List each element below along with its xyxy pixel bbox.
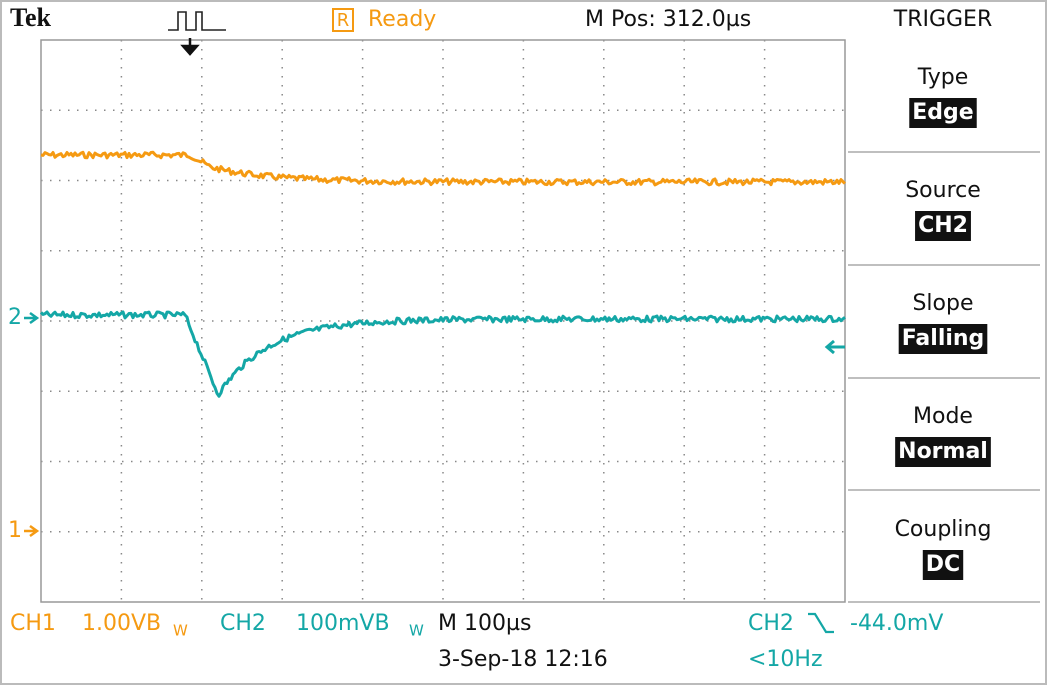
slope-symbol bbox=[808, 612, 834, 634]
menu-value-box bbox=[909, 98, 977, 128]
brand: Tek bbox=[10, 3, 51, 32]
menu-label: Mode bbox=[913, 404, 973, 429]
menu-label: Type bbox=[917, 65, 969, 90]
ch2-scale: 100mVB bbox=[296, 611, 390, 636]
status-icon: R bbox=[337, 10, 350, 31]
trigger-menu: Type Edge Source CH2 Slope Falling Mode Normal C… bbox=[895, 65, 992, 580]
frequency: <10Hz bbox=[748, 647, 823, 672]
ch1-trace bbox=[40, 150, 847, 187]
ch2-trace bbox=[39, 310, 846, 398]
ch1-marker-arrow bbox=[24, 524, 40, 538]
ch2-label: CH2 bbox=[220, 611, 266, 636]
graticule bbox=[41, 40, 845, 602]
menu-value[interactable]: Falling bbox=[902, 326, 985, 351]
trigger-level: -44.0mV bbox=[850, 611, 943, 636]
date: 3-Sep-18 12:16 bbox=[438, 647, 608, 672]
ch1-marker: 1 bbox=[8, 518, 22, 543]
ch2-bw: W bbox=[409, 622, 424, 640]
ch1-scale: 1.00VB bbox=[82, 611, 161, 636]
menu-value[interactable]: CH2 bbox=[918, 213, 968, 238]
menu-value[interactable]: Edge bbox=[912, 100, 973, 125]
menu-value[interactable]: Normal bbox=[898, 439, 988, 464]
status-box bbox=[332, 8, 354, 32]
ch2-marker: 2 bbox=[8, 305, 22, 330]
trigger-icon bbox=[168, 11, 226, 31]
menu-value-box bbox=[895, 437, 991, 467]
menu-value-box bbox=[898, 324, 988, 354]
menu-value[interactable]: DC bbox=[926, 552, 960, 577]
menu-title: TRIGGER bbox=[893, 7, 993, 32]
trigger-position-arrow bbox=[180, 38, 200, 56]
menu-value-box bbox=[915, 211, 971, 241]
ch1-bw: W bbox=[173, 622, 188, 640]
status: Ready bbox=[368, 7, 436, 32]
menu-label: Coupling bbox=[895, 517, 992, 542]
menu-label: Source bbox=[905, 178, 981, 203]
ch1-label: CH1 bbox=[10, 611, 56, 636]
ch2-marker-arrow bbox=[24, 311, 40, 325]
graticule-border bbox=[40, 39, 846, 603]
menu-value-box bbox=[922, 550, 964, 580]
menu-label: Slope bbox=[912, 291, 973, 316]
trigger-source: CH2 bbox=[748, 611, 794, 636]
position: M Pos: 312.0µs bbox=[585, 7, 751, 32]
trigger-level-arrow bbox=[824, 339, 845, 355]
timebase: M 100µs bbox=[438, 611, 531, 636]
